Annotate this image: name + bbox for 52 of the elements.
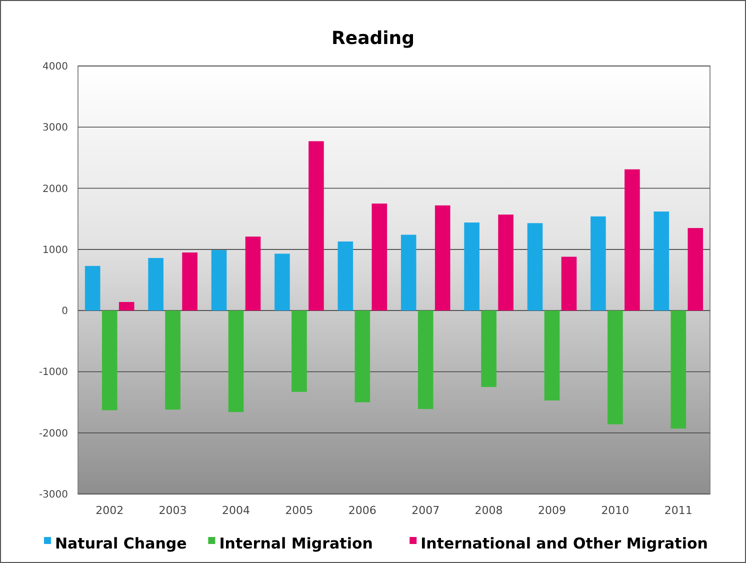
bar <box>372 204 388 311</box>
y-tick-label: -3000 <box>38 490 68 500</box>
y-tick-label: 3000 <box>42 122 68 134</box>
x-tick-label: 2005 <box>285 504 314 517</box>
bar <box>245 236 261 311</box>
y-tick-label: -1000 <box>38 367 68 378</box>
bar <box>481 310 496 387</box>
x-tick-label: 2010 <box>601 504 630 517</box>
legend-label: International and Other Migration <box>420 534 708 552</box>
y-tick-label: 2000 <box>42 184 68 195</box>
legend-label: Internal Migration <box>219 534 373 552</box>
bar <box>118 302 134 311</box>
x-tick-label: 2009 <box>538 504 566 517</box>
x-tick-label: 2003 <box>158 504 187 517</box>
bar <box>102 310 118 410</box>
bar <box>608 310 623 424</box>
bar <box>182 252 198 311</box>
legend-label: Natural Change <box>55 534 187 552</box>
x-tick-label: 2008 <box>474 504 503 517</box>
x-tick-label: 2006 <box>348 504 376 517</box>
bar <box>148 258 164 311</box>
bar <box>338 241 354 311</box>
x-tick-label: 2011 <box>664 504 692 517</box>
bar <box>590 216 606 311</box>
bar <box>211 250 227 311</box>
y-tick-label: 4000 <box>42 62 68 72</box>
bar <box>527 223 543 311</box>
bar <box>434 205 450 311</box>
bar <box>84 266 100 311</box>
bar <box>464 222 480 311</box>
y-tick-label: 1000 <box>42 244 68 256</box>
bar <box>228 310 244 412</box>
bar <box>292 310 307 392</box>
bar <box>498 214 514 311</box>
bar <box>418 310 434 410</box>
y-tick-label: -2000 <box>38 428 68 440</box>
bar <box>165 310 180 410</box>
bar <box>354 310 370 402</box>
y-tick-label: 0 <box>62 306 68 318</box>
x-tick-label: 2002 <box>96 504 124 517</box>
x-tick-label: 2004 <box>222 504 250 517</box>
x-tick-label: 2007 <box>412 504 440 517</box>
bar <box>561 256 577 311</box>
bar <box>274 254 290 311</box>
bar <box>654 212 670 311</box>
bar <box>624 169 640 311</box>
bar <box>670 310 686 429</box>
bar <box>544 310 560 400</box>
bar <box>308 141 324 311</box>
bar <box>400 234 416 311</box>
bar <box>688 228 704 311</box>
chart-title: Reading <box>332 28 414 49</box>
